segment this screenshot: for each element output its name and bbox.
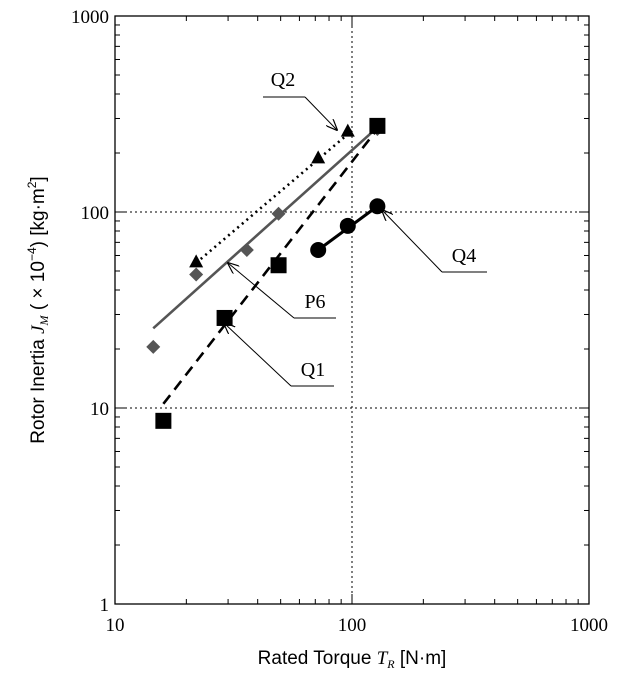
y-tick-label: 1 (100, 595, 110, 616)
point-p6 (239, 242, 254, 257)
point-q2 (311, 150, 326, 164)
fit-line-p6 (152, 126, 379, 330)
y-axis-exponent: −4 (25, 247, 39, 261)
x-axis-title: Rated Torque TR [N·m] (258, 648, 447, 671)
callout-leader-q1 (224, 323, 292, 387)
point-q4 (369, 198, 386, 215)
callout-label-q4: Q4 (452, 245, 476, 267)
x-axis-subscript: R (386, 657, 395, 671)
y-axis-multiplier: ( × 10 (28, 261, 49, 310)
y-axis-title: Rotor Inertia JM ( × 10−4) [kg·m2] (25, 176, 51, 443)
y-axis-label: Rotor Inertia (28, 339, 49, 444)
y-axis-unit-exp: 2 (25, 181, 39, 188)
fit-line-q2 (195, 129, 353, 264)
callout-leader-p6 (228, 263, 295, 319)
point-q2 (189, 254, 204, 268)
point-q2 (340, 123, 355, 137)
plot-frame (114, 15, 590, 605)
x-axis-label: Rated Torque (258, 648, 372, 669)
point-q4 (310, 241, 327, 258)
point-p6 (271, 206, 286, 221)
fit-line-q1 (162, 128, 379, 405)
data-points (146, 117, 386, 429)
callout-leader-q2 (304, 96, 337, 130)
y-tick-label: 10 (90, 399, 109, 420)
point-q1 (270, 257, 287, 274)
x-axis-unit: [N·m] (400, 648, 446, 669)
y-axis-symbol: J (28, 324, 49, 334)
x-tick-label: 100 (338, 615, 367, 636)
minor-ticks (114, 15, 590, 605)
callout-leader-q4 (382, 210, 443, 273)
point-p6 (146, 339, 161, 354)
y-axis-multiplier-close: ) (28, 241, 49, 247)
x-axis-symbol: T (377, 648, 389, 669)
y-tick-label: 100 (81, 203, 110, 224)
y-axis-unit-close: ] (28, 176, 49, 181)
point-p6 (189, 267, 204, 282)
callout-label-q2: Q2 (271, 69, 295, 91)
point-q4 (339, 217, 356, 234)
callout-label-p6: P6 (304, 291, 325, 313)
y-axis-unit: [kg·m (28, 188, 49, 236)
point-q1 (369, 117, 386, 134)
x-tick-label: 10 (106, 615, 125, 636)
y-axis-subscript: M (37, 314, 51, 326)
y-tick-label: 1000 (71, 7, 109, 28)
x-tick-label: 1000 (570, 615, 608, 636)
callouts: Q2 P6 Q1 Q4 (224, 69, 487, 387)
point-q1 (155, 412, 172, 429)
callout-label-q1: Q1 (301, 359, 325, 381)
grid-lines (115, 16, 589, 604)
